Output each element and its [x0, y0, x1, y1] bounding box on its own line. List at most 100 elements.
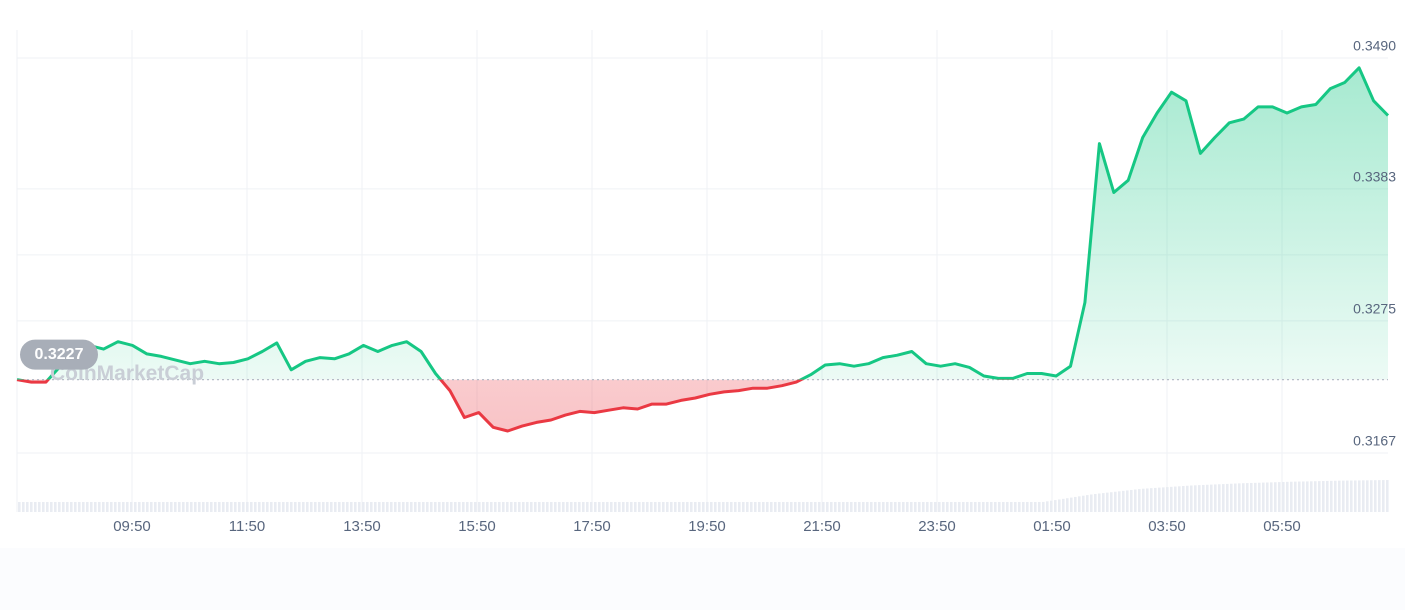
- volume-bar: [470, 502, 473, 512]
- volume-bar: [366, 502, 369, 512]
- volume-bar: [310, 502, 313, 512]
- volume-bar: [466, 502, 469, 512]
- volume-bar: [1082, 495, 1085, 512]
- volume-bar: [462, 502, 465, 512]
- volume-bar: [322, 502, 325, 512]
- volume-bar: [1370, 480, 1373, 512]
- volume-bar: [1230, 483, 1233, 512]
- volume-bar: [554, 502, 557, 512]
- volume-bar: [82, 502, 85, 512]
- volume-bar: [822, 502, 825, 512]
- volume-bar: [954, 502, 957, 512]
- volume-bar: [814, 502, 817, 512]
- volume-bar: [866, 502, 869, 512]
- volume-bar: [302, 502, 305, 512]
- x-tick-label: 21:50: [803, 518, 841, 535]
- volume-bar: [30, 502, 33, 512]
- volume-bar: [926, 502, 929, 512]
- volume-bar: [614, 502, 617, 512]
- volume-bar: [418, 502, 421, 512]
- volume-bar: [886, 502, 889, 512]
- volume-bar: [1130, 489, 1133, 512]
- volume-bar: [1046, 501, 1049, 512]
- volume-bar: [1038, 502, 1041, 512]
- volume-bar: [998, 502, 1001, 512]
- volume-bar: [1150, 488, 1153, 512]
- volume-bar: [1226, 483, 1229, 512]
- volume-bar: [1270, 482, 1273, 512]
- volume-bar: [674, 502, 677, 512]
- volume-bar: [254, 502, 257, 512]
- volume-bar: [110, 502, 113, 512]
- volume-bar: [1090, 494, 1093, 512]
- volume-bar: [762, 502, 765, 512]
- volume-bar: [1286, 481, 1289, 512]
- x-tick-label: 09:50: [113, 518, 151, 535]
- volume-bar: [742, 502, 745, 512]
- volume-bar: [738, 502, 741, 512]
- volume-bar: [186, 502, 189, 512]
- volume-bar: [326, 502, 329, 512]
- volume-bar: [1202, 484, 1205, 512]
- volume-bar: [782, 502, 785, 512]
- volume-bar: [1146, 488, 1149, 512]
- volume-bar: [158, 502, 161, 512]
- volume-bar: [826, 502, 829, 512]
- x-tick-label: 15:50: [458, 518, 496, 535]
- volume-bar: [1142, 488, 1145, 512]
- volume-bar: [1278, 482, 1281, 512]
- volume-bar: [1282, 481, 1285, 512]
- volume-bar: [494, 502, 497, 512]
- x-tick-label: 01:50: [1033, 518, 1071, 535]
- volume-bar: [126, 502, 129, 512]
- volume-bar: [1378, 480, 1381, 512]
- volume-bar: [578, 502, 581, 512]
- volume-bar: [58, 502, 61, 512]
- volume-bar: [1330, 480, 1333, 512]
- volume-bar: [1042, 501, 1045, 512]
- volume-bar: [490, 502, 493, 512]
- volume-bar: [1050, 500, 1053, 512]
- volume-bar: [438, 502, 441, 512]
- volume-bar: [1306, 481, 1309, 512]
- volume-bar: [834, 502, 837, 512]
- volume-bar: [946, 502, 949, 512]
- volume-bar: [650, 502, 653, 512]
- y-tick-label: 0.3167: [1353, 433, 1396, 449]
- volume-bar: [1106, 492, 1109, 512]
- volume-bar: [1234, 483, 1237, 512]
- volume-bar: [638, 502, 641, 512]
- volume-bar: [458, 502, 461, 512]
- volume-bar: [118, 502, 121, 512]
- volume-bar: [1274, 482, 1277, 512]
- volume-bar: [1178, 486, 1181, 512]
- volume-bar: [1322, 481, 1325, 512]
- volume-bar: [698, 502, 701, 512]
- volume-bar: [978, 502, 981, 512]
- volume-bar: [586, 502, 589, 512]
- volume-bar: [1138, 489, 1141, 512]
- volume-bar: [682, 502, 685, 512]
- volume-bar: [710, 502, 713, 512]
- volume-bar: [1382, 480, 1385, 512]
- volume-bar: [22, 502, 25, 512]
- volume-bar: [1010, 502, 1013, 512]
- volume-bar: [1122, 490, 1125, 512]
- volume-bar: [214, 502, 217, 512]
- volume-bar: [518, 502, 521, 512]
- volume-bar: [558, 502, 561, 512]
- volume-bar: [1242, 483, 1245, 512]
- volume-bars: [18, 480, 1389, 512]
- volume-bar: [34, 502, 37, 512]
- volume-bar: [666, 502, 669, 512]
- volume-bar: [658, 502, 661, 512]
- volume-bar: [786, 502, 789, 512]
- volume-bar: [346, 502, 349, 512]
- volume-bar: [90, 502, 93, 512]
- volume-bar: [482, 502, 485, 512]
- volume-bar: [914, 502, 917, 512]
- volume-bar: [330, 502, 333, 512]
- volume-bar: [1018, 502, 1021, 512]
- volume-bar: [1094, 493, 1097, 512]
